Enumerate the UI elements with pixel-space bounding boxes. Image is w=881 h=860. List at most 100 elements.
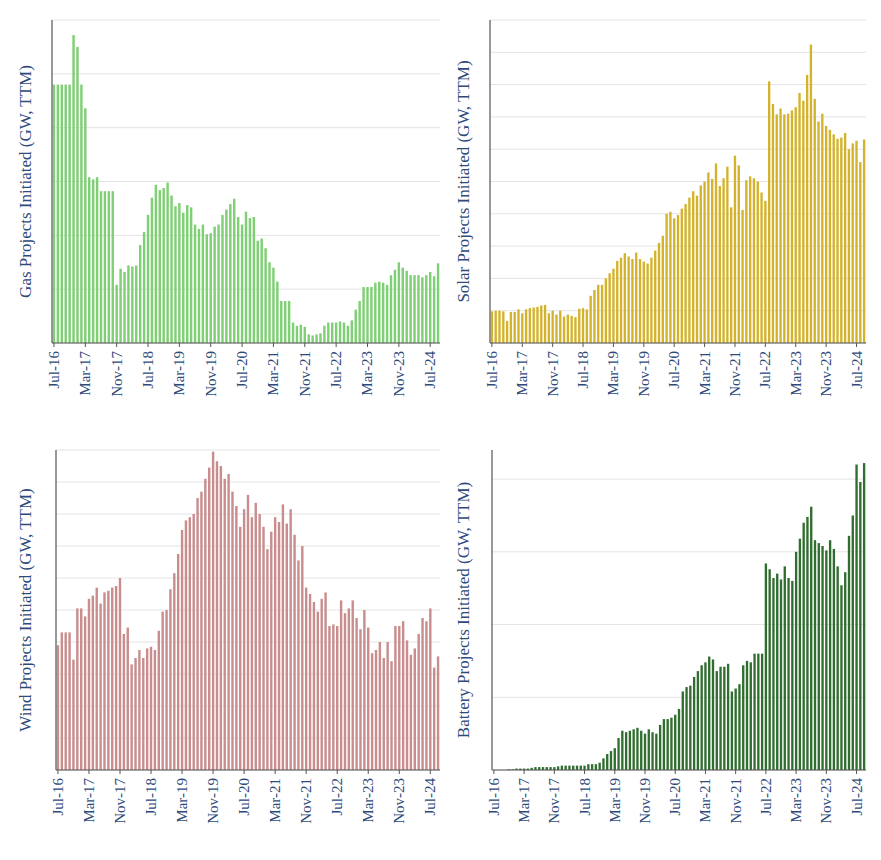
bar bbox=[108, 191, 110, 343]
bar bbox=[429, 608, 431, 770]
bar bbox=[185, 520, 187, 770]
bar bbox=[745, 180, 747, 343]
bar bbox=[799, 539, 801, 770]
x-tick-label: Mar-19 bbox=[171, 351, 187, 396]
bar bbox=[379, 642, 381, 770]
bar bbox=[624, 253, 626, 343]
x-tick-label: Mar-21 bbox=[265, 351, 281, 396]
x-tick-label: Jul-18 bbox=[140, 351, 156, 389]
bar bbox=[665, 214, 667, 343]
x-tick bbox=[148, 343, 149, 347]
bar bbox=[859, 162, 861, 343]
bar bbox=[258, 514, 260, 770]
bar bbox=[669, 212, 671, 343]
bar bbox=[282, 504, 284, 770]
x-tick-label: Mar-21 bbox=[697, 351, 713, 396]
y-axis-title: Gas Projects Initiated (GW, TTM) bbox=[16, 65, 35, 298]
bar bbox=[196, 498, 198, 770]
bar bbox=[614, 748, 616, 770]
bar bbox=[417, 634, 419, 770]
y-axis bbox=[51, 20, 52, 343]
bar bbox=[674, 715, 676, 770]
grid-line bbox=[490, 52, 866, 53]
bar bbox=[268, 262, 270, 343]
x-tick bbox=[430, 770, 431, 774]
bar bbox=[272, 268, 274, 343]
bar bbox=[92, 596, 94, 770]
bar bbox=[731, 691, 733, 770]
bar bbox=[697, 671, 699, 770]
bar bbox=[640, 731, 642, 770]
bar bbox=[491, 311, 493, 343]
grid-line bbox=[492, 479, 866, 480]
bar bbox=[678, 709, 680, 770]
bar bbox=[433, 276, 435, 343]
bar bbox=[711, 179, 713, 343]
bar bbox=[169, 589, 171, 770]
bar bbox=[347, 326, 349, 343]
bar bbox=[72, 660, 74, 770]
bar bbox=[143, 232, 145, 343]
bar bbox=[741, 210, 743, 343]
x-tick bbox=[674, 343, 675, 347]
x-tick bbox=[210, 343, 211, 347]
bar bbox=[134, 658, 136, 770]
bar bbox=[810, 45, 812, 343]
bar bbox=[536, 307, 538, 343]
bar bbox=[260, 239, 262, 343]
bar bbox=[627, 256, 629, 343]
bar bbox=[158, 631, 160, 770]
x-tick-label: Mar-21 bbox=[697, 778, 713, 823]
bar bbox=[127, 628, 129, 770]
x-tick bbox=[273, 343, 274, 347]
bar bbox=[317, 612, 319, 770]
bar bbox=[313, 602, 315, 770]
bar bbox=[374, 283, 376, 343]
bar bbox=[629, 731, 631, 770]
bar bbox=[96, 177, 98, 343]
bar bbox=[859, 482, 861, 770]
bar bbox=[791, 581, 793, 770]
bar bbox=[413, 275, 415, 343]
bar bbox=[206, 234, 208, 343]
bar bbox=[104, 191, 106, 343]
bar bbox=[688, 198, 690, 343]
bar bbox=[336, 626, 338, 770]
bar bbox=[848, 536, 850, 770]
x-tick-label: Jul-16 bbox=[486, 778, 502, 816]
bar bbox=[386, 642, 388, 770]
x-tick bbox=[275, 770, 276, 774]
bar bbox=[722, 178, 724, 343]
bar bbox=[810, 507, 812, 770]
x-tick-label: Jul-24 bbox=[422, 778, 438, 816]
bar bbox=[394, 626, 396, 770]
bar bbox=[241, 225, 243, 343]
bar bbox=[495, 311, 497, 343]
x-tick-label: Mar-23 bbox=[788, 351, 804, 396]
x-tick bbox=[306, 770, 307, 774]
bar bbox=[760, 192, 762, 343]
bar bbox=[402, 268, 404, 343]
bar bbox=[821, 114, 823, 343]
x-tick bbox=[765, 343, 766, 347]
bar bbox=[636, 728, 638, 770]
bar bbox=[186, 205, 188, 343]
x-tick-label: Mar-23 bbox=[788, 778, 804, 823]
bar bbox=[115, 285, 117, 343]
x-tick-label: Jul-24 bbox=[849, 351, 865, 389]
x-tick bbox=[552, 343, 553, 347]
bar bbox=[639, 259, 641, 343]
bar bbox=[327, 323, 329, 343]
bar bbox=[200, 492, 202, 770]
bar bbox=[139, 245, 141, 343]
bar bbox=[417, 275, 419, 343]
bar bbox=[96, 588, 98, 770]
bar bbox=[821, 546, 823, 770]
x-tick bbox=[705, 770, 706, 774]
bar bbox=[833, 549, 835, 770]
bar bbox=[658, 243, 660, 343]
grid-line bbox=[490, 116, 866, 117]
x-tick bbox=[704, 343, 705, 347]
bar bbox=[311, 335, 313, 343]
bar bbox=[506, 321, 508, 343]
